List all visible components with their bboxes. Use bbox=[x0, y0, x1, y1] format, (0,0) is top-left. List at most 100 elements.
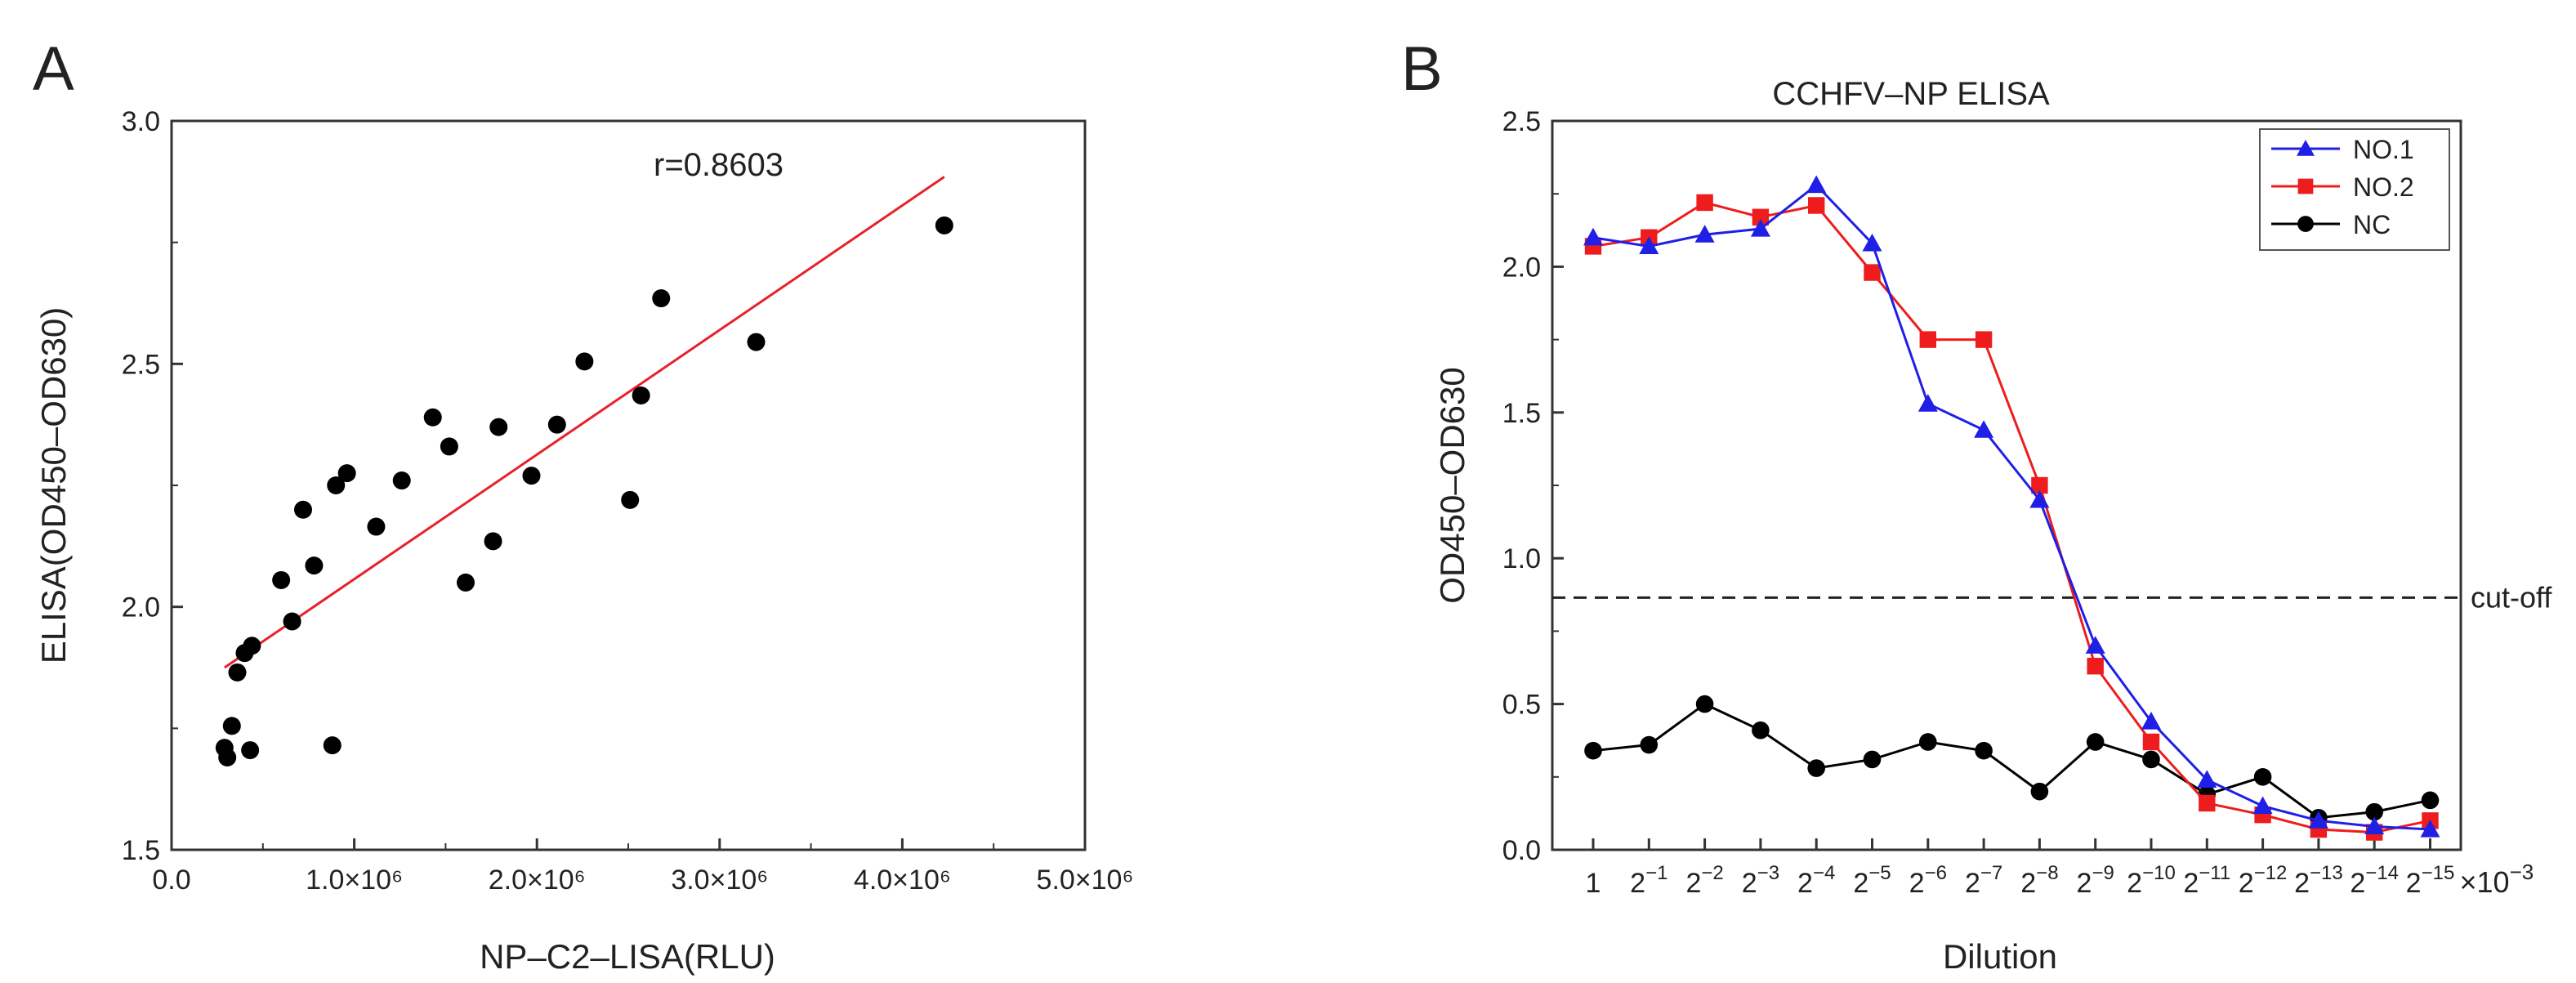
triangle-marker bbox=[2141, 712, 2161, 730]
y-tick-label: 3.0 bbox=[122, 106, 160, 137]
y-tick-label: 2.5 bbox=[1502, 106, 1541, 137]
scatter-point bbox=[228, 663, 247, 681]
x-tick-label: 2−4 bbox=[1797, 862, 1835, 899]
x-tick-label: 2−13 bbox=[2294, 862, 2343, 899]
scatter-point bbox=[747, 333, 766, 351]
series-nc bbox=[1584, 695, 2440, 827]
scatter-point bbox=[337, 464, 356, 483]
x-tick-label: 2−10 bbox=[2127, 862, 2176, 899]
triangle-marker bbox=[1750, 219, 1770, 237]
square-marker bbox=[1696, 194, 1713, 212]
legend-label: NC bbox=[2353, 210, 2391, 239]
series-line bbox=[1592, 201, 2431, 834]
x-tick-label: 4.0×10⁶ bbox=[854, 865, 951, 896]
scatter-point bbox=[367, 517, 386, 536]
scatter-point bbox=[241, 741, 260, 760]
scatter-point bbox=[440, 437, 458, 456]
x-tick-label: 2−5 bbox=[1853, 862, 1891, 899]
x-tick-label: 2−12 bbox=[2239, 862, 2288, 899]
series-no-1 bbox=[1583, 175, 2440, 838]
square-marker bbox=[2142, 733, 2160, 751]
triangle-marker bbox=[2297, 140, 2315, 156]
panel-b-cutoff-label: cut-off bbox=[2471, 580, 2552, 614]
scatter-point bbox=[575, 352, 594, 371]
circle-marker bbox=[2253, 768, 2272, 786]
y-tick-label: 1.5 bbox=[122, 835, 160, 866]
series-no-2 bbox=[1584, 194, 2439, 841]
panel-a-points bbox=[215, 216, 953, 767]
y-tick-label: 1.5 bbox=[1502, 398, 1541, 429]
scatter-point bbox=[456, 573, 475, 592]
scatter-point bbox=[632, 386, 650, 404]
scatter-point bbox=[323, 736, 342, 755]
scatter-point bbox=[547, 415, 566, 434]
scatter-point bbox=[392, 471, 411, 490]
circle-marker bbox=[1863, 750, 1882, 769]
triangle-marker bbox=[1694, 225, 1715, 243]
circle-marker bbox=[2421, 791, 2440, 810]
panel-b-series bbox=[1583, 175, 2440, 841]
x-tick-label: 5.0×10⁶ bbox=[1037, 865, 1134, 896]
circle-marker bbox=[1584, 741, 1602, 760]
series-line bbox=[1592, 183, 2431, 831]
panel-b-y-axis-label: OD450–OD630 bbox=[1433, 367, 1471, 604]
scatter-point bbox=[489, 418, 508, 436]
panel-a-y-axis-label: ELISA(OD450–OD630) bbox=[34, 307, 73, 664]
triangle-marker bbox=[1583, 227, 1603, 246]
circle-marker bbox=[1975, 741, 1993, 760]
scatter-point bbox=[272, 570, 291, 589]
scatter-point bbox=[243, 637, 261, 655]
triangle-marker bbox=[1917, 394, 1938, 412]
square-marker bbox=[1864, 264, 1881, 281]
x-tick-label: 1 bbox=[1586, 868, 1601, 899]
y-tick-label: 0.0 bbox=[1502, 835, 1541, 866]
scatter-point bbox=[423, 408, 442, 427]
circle-marker bbox=[2142, 750, 2160, 769]
triangle-marker bbox=[2364, 816, 2385, 835]
x-tick-label: 2−15 bbox=[2406, 862, 2455, 899]
square-marker bbox=[2199, 794, 2216, 812]
x-tick-label: 2−3 bbox=[1742, 862, 1779, 899]
y-tick-label: 1.0 bbox=[1502, 543, 1541, 574]
x-tick-label: 2−7 bbox=[1965, 862, 2002, 899]
scatter-point bbox=[283, 612, 301, 631]
scatter-point bbox=[484, 532, 502, 551]
x-tick-label: 2−14 bbox=[2350, 862, 2399, 899]
x-tick-label: 2−9 bbox=[2077, 862, 2114, 899]
panel-a-label: A bbox=[33, 34, 74, 104]
panel-a-x-axis-label: NP–C2–LISA(RLU) bbox=[480, 937, 775, 976]
panel-a-x-ticks: 0.0 1.0×10⁶ 2.0×10⁶ 3.0×10⁶ 4.0×10⁶ 5.0×10⁶ bbox=[152, 838, 1133, 896]
scatter-point bbox=[621, 490, 640, 509]
x-tick-label: 2−11 bbox=[2183, 862, 2230, 899]
triangle-marker bbox=[2252, 796, 2273, 815]
panel-b: B CCHFV–NP ELISA 0.0 0.5 1.0 1.5 2.0 2.5 1 2−1… bbox=[1401, 34, 2552, 976]
circle-marker bbox=[1919, 733, 1937, 751]
panel-b-y-ticks: 0.0 0.5 1.0 1.5 2.0 2.5 bbox=[1502, 106, 1564, 866]
square-marker bbox=[1752, 208, 1770, 226]
x-tick-label: 2−1 bbox=[1630, 862, 1667, 899]
series-line bbox=[1592, 702, 2431, 820]
y-tick-label: 2.0 bbox=[122, 592, 160, 623]
triangle-marker bbox=[2029, 489, 2050, 508]
panel-b-x-ticks: 1 2−1 2−2 2−3 2−4 2−5 2−6 2−7 2−8 2−9 2−10 2−11 2−12… bbox=[1586, 838, 2455, 899]
x-tick-label: 2−8 bbox=[2020, 862, 2058, 899]
square-marker bbox=[1808, 197, 1825, 214]
circle-marker bbox=[1695, 695, 1714, 713]
panel-a-y-ticks: 1.5 2.0 2.5 3.0 bbox=[122, 106, 183, 866]
triangle-marker bbox=[2085, 636, 2105, 654]
panel-a-fit-line bbox=[223, 176, 945, 669]
square-marker bbox=[2297, 178, 2314, 194]
circle-marker bbox=[2297, 216, 2314, 232]
square-marker bbox=[1975, 331, 1993, 348]
scatter-point bbox=[305, 556, 324, 575]
legend-label: NO.2 bbox=[2353, 172, 2414, 202]
panel-a: A 0.0 1.0×10⁶ 2.0×10⁶ 3.0×10⁶ 4.0×10⁶ 5.0×10⁶… bbox=[33, 34, 1133, 976]
scatter-point bbox=[652, 289, 671, 308]
x-tick-label: 1.0×10⁶ bbox=[306, 865, 403, 896]
scatter-point bbox=[327, 476, 346, 494]
panel-a-r-annotation: r=0.8603 bbox=[654, 147, 784, 183]
circle-marker bbox=[2030, 782, 2049, 801]
y-tick-label: 2.0 bbox=[1502, 252, 1541, 283]
scatter-point bbox=[522, 467, 541, 485]
square-marker bbox=[1919, 331, 1936, 348]
